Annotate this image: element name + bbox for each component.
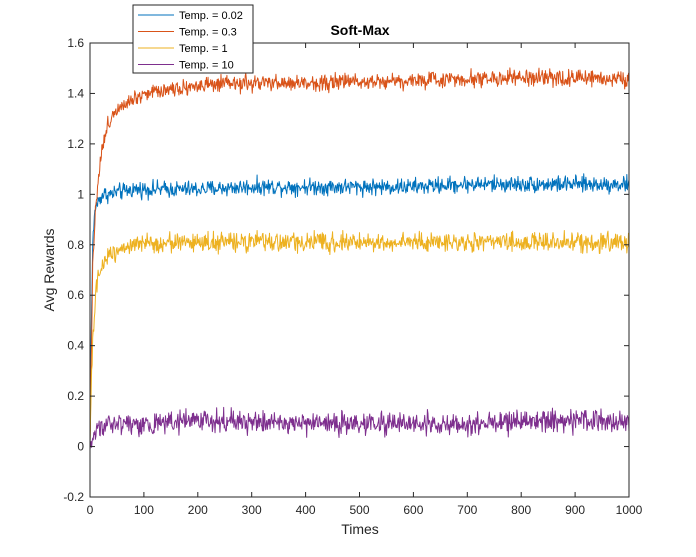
x-tick-label: 800 — [511, 503, 531, 517]
series-layer — [89, 67, 630, 452]
legend-box — [132, 4, 254, 74]
series-line — [89, 67, 630, 447]
y-tick-label: 0.8 — [67, 238, 84, 252]
x-tick-label: 700 — [457, 503, 477, 517]
x-tick-label: 100 — [134, 503, 154, 517]
legend-label: Temp. = 10 — [179, 60, 234, 72]
y-tick-label: 1.2 — [67, 137, 84, 151]
chart-title: Soft-Max — [330, 22, 389, 38]
y-axis-label: Avg Rewards — [41, 228, 57, 311]
y-tick-label: 1 — [77, 187, 84, 201]
y-tick-label: 0.6 — [67, 288, 84, 302]
y-tick-label: 0 — [77, 440, 84, 454]
legend-label: Temp. = 0.02 — [179, 10, 243, 22]
y-tick-label: 1.6 — [67, 36, 84, 50]
legend-label: Temp. = 0.3 — [179, 27, 237, 39]
legend: Temp. = 0.02 Temp. = 0.3 Temp. = 1 Temp. = … — [132, 4, 254, 74]
y-axis-ticks: -0.2 0 0.2 0.4 0.6 0.8 1 1.2 1.4 1.6 — [63, 36, 629, 504]
series-line — [89, 229, 630, 442]
x-axis-label: Times — [341, 521, 379, 537]
series-line — [89, 173, 630, 452]
x-tick-label: 500 — [349, 503, 369, 517]
y-tick-label: 0.2 — [67, 389, 84, 403]
x-tick-label: 400 — [296, 503, 316, 517]
x-tick-label: 0 — [87, 503, 94, 517]
x-tick-label: 900 — [565, 503, 585, 517]
x-tick-label: 600 — [403, 503, 423, 517]
series-line — [89, 406, 630, 450]
legend-entries: Temp. = 0.02 Temp. = 0.3 Temp. = 1 Temp. = … — [138, 10, 243, 72]
x-tick-label: 300 — [242, 503, 262, 517]
y-tick-label: 1.4 — [67, 86, 84, 100]
legend-label: Temp. = 1 — [179, 43, 228, 55]
y-tick-label: -0.2 — [63, 490, 84, 504]
x-tick-label: 1000 — [616, 503, 643, 517]
x-tick-label: 200 — [188, 503, 208, 517]
y-tick-label: 0.4 — [67, 339, 84, 353]
